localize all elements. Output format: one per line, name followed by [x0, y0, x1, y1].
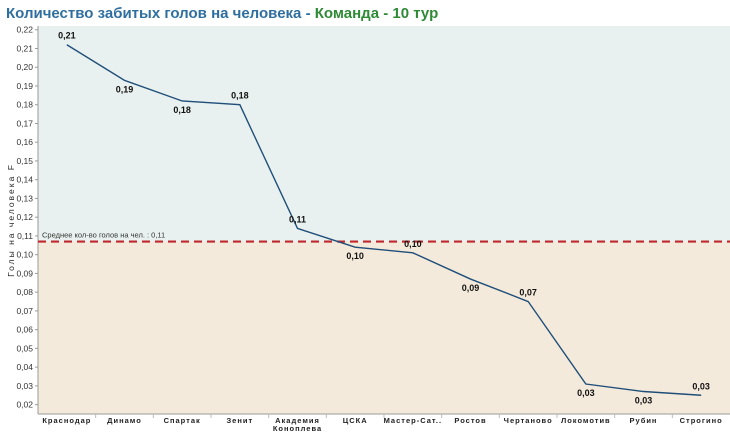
- data-label: 0,03: [577, 388, 595, 398]
- x-category-label: Локомотив: [561, 416, 611, 425]
- chart-title-sub: Команда - 10 тур: [314, 5, 439, 22]
- y-tick-label: 0,07: [16, 306, 33, 316]
- below-average-band: [38, 241, 730, 414]
- y-tick-label: 0,03: [16, 381, 33, 391]
- y-tick-label: 0,10: [16, 250, 33, 260]
- chart-title-separator: -: [301, 5, 315, 22]
- data-label: 0,03: [635, 396, 653, 406]
- data-label: 0,10: [404, 239, 422, 249]
- data-label: 0,09: [462, 283, 480, 293]
- data-label: 0,18: [173, 105, 191, 115]
- x-category-label: Рубин: [630, 416, 658, 425]
- y-tick-label: 0,21: [16, 43, 33, 53]
- data-label: 0,03: [692, 381, 710, 391]
- y-tick-label: 0,15: [16, 156, 33, 166]
- above-average-band: [38, 26, 730, 242]
- y-tick-label: 0,04: [16, 362, 33, 372]
- y-tick-label: 0,05: [16, 343, 33, 353]
- data-label: 0,07: [519, 288, 537, 298]
- y-tick-label: 0,11: [17, 231, 33, 241]
- x-category-label: Ростов: [454, 416, 486, 425]
- y-tick-label: 0,08: [16, 287, 33, 297]
- y-tick-label: 0,20: [16, 62, 33, 72]
- x-category-label: Коноплева: [273, 424, 322, 432]
- y-tick-label: 0,12: [16, 212, 33, 222]
- y-axis-title: Голы на человека F: [6, 163, 16, 277]
- data-label: 0,19: [116, 84, 134, 94]
- x-category-label: Динамо: [107, 416, 142, 425]
- x-category-label: Строгино: [680, 416, 723, 425]
- y-tick-label: 0,14: [16, 175, 33, 185]
- y-tick-label: 0,06: [16, 325, 33, 335]
- x-category-label: Спартак: [164, 416, 201, 425]
- y-tick-label: 0,13: [16, 193, 33, 203]
- chart-title: Количество забитых голов на человека - К…: [6, 5, 438, 22]
- data-label: 0,21: [58, 31, 76, 41]
- x-category-label: Чертаново: [504, 416, 553, 425]
- y-tick-label: 0,09: [16, 268, 33, 278]
- y-tick-label: 0,16: [16, 137, 33, 147]
- y-tick-label: 0,02: [16, 400, 33, 410]
- x-category-label: Мастер-Сат..: [384, 416, 442, 425]
- x-category-label: Краснодар: [42, 416, 91, 425]
- data-label: 0,11: [289, 214, 306, 224]
- x-category-label: Зенит: [226, 416, 253, 425]
- x-category-label: ЦСКА: [343, 416, 368, 425]
- chart-title-main: Количество забитых голов на человека: [6, 5, 302, 22]
- y-tick-label: 0,19: [16, 81, 33, 91]
- y-tick-label: 0,17: [16, 118, 33, 128]
- y-tick-label: 0,22: [16, 25, 33, 35]
- data-label: 0,18: [231, 91, 249, 101]
- series-line: [66, 44, 702, 396]
- x-category-label: Академия: [275, 416, 320, 425]
- y-tick-label: 0,18: [16, 100, 33, 110]
- data-label: 0,10: [346, 251, 364, 261]
- average-reference-label: Среднее кол-во голов на чел. : 0,11: [42, 231, 165, 240]
